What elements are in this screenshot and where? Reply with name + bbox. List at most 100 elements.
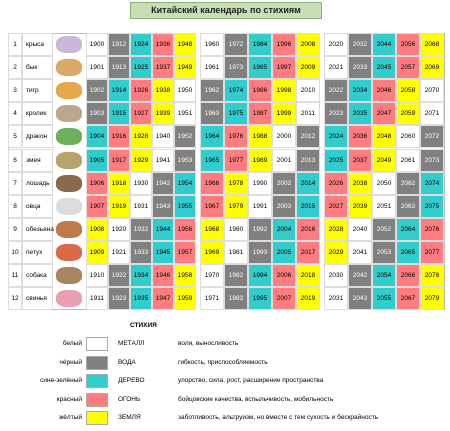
year-cell: 1948 bbox=[174, 33, 196, 57]
year-cell: 2064 bbox=[396, 217, 420, 241]
row-number: 4 bbox=[8, 102, 22, 126]
legend-description: бойцовские качества, вспыльчивость, моби… bbox=[178, 395, 334, 403]
year-cell: 2013 bbox=[296, 148, 320, 172]
legend-swatch bbox=[86, 337, 108, 351]
year-cell: 1960 bbox=[200, 33, 224, 57]
year-cell: 1927 bbox=[130, 102, 152, 126]
animal-icon bbox=[56, 290, 82, 308]
year-cell: 1996 bbox=[272, 33, 296, 57]
row-number: 12 bbox=[8, 287, 22, 311]
year-cell: 2040 bbox=[348, 217, 372, 241]
year-cell: 1998 bbox=[272, 79, 296, 103]
year-cell: 1910 bbox=[86, 264, 108, 288]
year-cell: 2012 bbox=[296, 125, 320, 149]
year-cell: 1987 bbox=[248, 102, 272, 126]
year-cell: 1991 bbox=[248, 194, 272, 218]
year-cell: 1977 bbox=[224, 148, 248, 172]
legend-color-name: белый bbox=[62, 340, 82, 347]
year-cell: 2001 bbox=[272, 148, 296, 172]
legend-color-name: чёрный bbox=[59, 358, 82, 366]
year-cell: 2030 bbox=[324, 264, 348, 288]
year-cell: 1983 bbox=[224, 287, 248, 311]
year-cell: 2057 bbox=[396, 56, 420, 80]
year-cell: 1900 bbox=[86, 33, 108, 57]
animal-name: змея bbox=[22, 148, 53, 172]
year-cell: 2059 bbox=[396, 102, 420, 126]
year-cell: 1912 bbox=[108, 33, 130, 57]
year-cell: 1909 bbox=[86, 240, 108, 264]
year-cell: 1911 bbox=[86, 287, 108, 311]
year-cell: 2046 bbox=[372, 79, 396, 103]
year-cell: 2011 bbox=[296, 102, 320, 126]
year-cell: 2032 bbox=[348, 33, 372, 57]
year-cell: 1984 bbox=[248, 33, 272, 57]
year-cell: 2041 bbox=[348, 240, 372, 264]
year-cell: 1979 bbox=[224, 194, 248, 218]
year-cell: 2060 bbox=[396, 125, 420, 149]
year-cell: 2061 bbox=[396, 148, 420, 172]
row-number: 5 bbox=[8, 125, 22, 149]
year-cell: 1993 bbox=[248, 240, 272, 264]
year-cell: 1992 bbox=[248, 217, 272, 241]
year-cell: 1920 bbox=[108, 217, 130, 241]
year-cell: 1975 bbox=[224, 102, 248, 126]
year-cell: 1921 bbox=[108, 240, 130, 264]
year-cell: 1903 bbox=[86, 102, 108, 126]
year-cell: 1961 bbox=[200, 56, 224, 80]
year-cell: 2076 bbox=[420, 217, 444, 241]
legend-description: гибкость, приспособляемость bbox=[178, 358, 268, 366]
year-cell: 1946 bbox=[152, 264, 174, 288]
animal-icon bbox=[56, 105, 82, 123]
year-cell: 1928 bbox=[130, 125, 152, 149]
year-cell: 2031 bbox=[324, 287, 348, 311]
year-cell: 1934 bbox=[130, 264, 152, 288]
year-cell: 1937 bbox=[152, 56, 174, 80]
year-cell: 2036 bbox=[348, 125, 372, 149]
year-cell: 2006 bbox=[272, 264, 296, 288]
year-cell: 1950 bbox=[174, 79, 196, 103]
year-cell: 1999 bbox=[272, 102, 296, 126]
title: Китайский календарь по стихиям bbox=[130, 2, 322, 19]
year-cell: 1976 bbox=[224, 125, 248, 149]
year-cell: 1914 bbox=[108, 79, 130, 103]
year-cell: 2035 bbox=[348, 102, 372, 126]
row-number: 1 bbox=[8, 33, 22, 57]
year-cell: 1945 bbox=[152, 240, 174, 264]
year-cell: 2018 bbox=[296, 264, 320, 288]
animal-name: тигр bbox=[22, 79, 53, 103]
year-cell: 1963 bbox=[200, 102, 224, 126]
year-cell: 1936 bbox=[152, 33, 174, 57]
year-cell: 1924 bbox=[130, 33, 152, 57]
year-cell: 2026 bbox=[324, 171, 348, 195]
year-cell: 1907 bbox=[86, 194, 108, 218]
row-number: 7 bbox=[8, 171, 22, 195]
animal-name: овца bbox=[22, 194, 53, 218]
legend-element: ДЕРЕВО bbox=[118, 377, 145, 384]
year-cell: 1940 bbox=[152, 125, 174, 149]
year-cell: 1908 bbox=[86, 217, 108, 241]
year-cell: 2007 bbox=[272, 287, 296, 311]
year-cell: 1939 bbox=[152, 102, 174, 126]
year-cell: 1902 bbox=[86, 79, 108, 103]
year-cell: 1942 bbox=[152, 171, 174, 195]
year-cell: 2054 bbox=[372, 264, 396, 288]
year-cell: 1926 bbox=[130, 79, 152, 103]
year-cell: 2024 bbox=[324, 125, 348, 149]
year-cell: 1965 bbox=[200, 148, 224, 172]
year-cell: 2062 bbox=[396, 171, 420, 195]
year-cell: 2016 bbox=[296, 217, 320, 241]
year-cell: 2034 bbox=[348, 79, 372, 103]
year-cell: 2019 bbox=[296, 287, 320, 311]
animal-icon bbox=[56, 267, 82, 285]
year-cell: 2053 bbox=[372, 240, 396, 264]
legend-description: воля, выносливость bbox=[178, 340, 239, 347]
year-cell: 1901 bbox=[86, 56, 108, 80]
year-cell: 1974 bbox=[224, 79, 248, 103]
animal-icon bbox=[56, 243, 82, 261]
year-cell: 1951 bbox=[174, 102, 196, 126]
legend-description: упорство, сила, рост, расширение простра… bbox=[178, 377, 324, 384]
animal-icon bbox=[56, 151, 82, 169]
animal-name: крыса bbox=[22, 33, 53, 57]
legend-description: заботливость, альтруизм, но вместе с тем… bbox=[178, 414, 379, 421]
